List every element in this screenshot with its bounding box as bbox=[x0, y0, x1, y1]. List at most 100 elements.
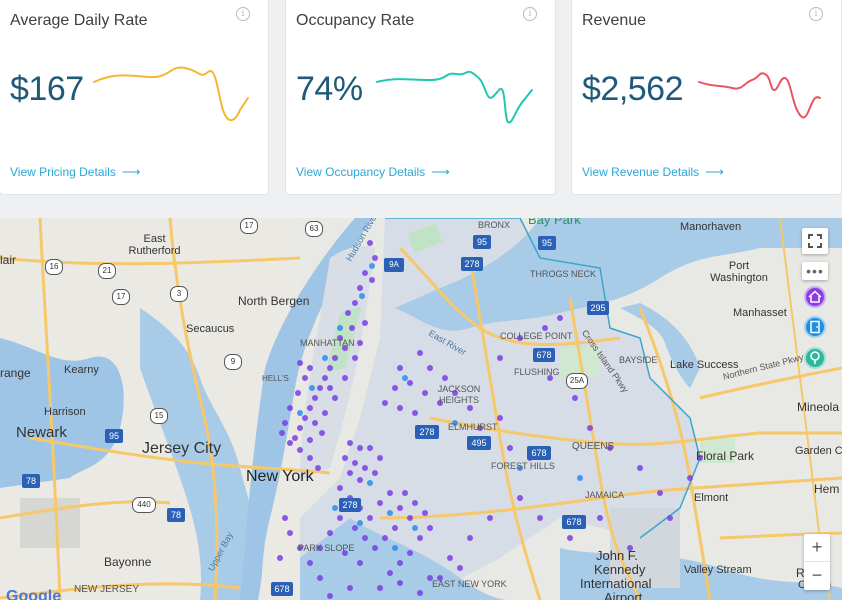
map-label: FOREST HILLS bbox=[491, 461, 555, 471]
listing-dots bbox=[277, 240, 703, 599]
map-label: Jersey City bbox=[142, 440, 222, 457]
highway-shield: 678 bbox=[533, 348, 555, 362]
highway-shield: 295 bbox=[587, 301, 609, 315]
map-label: range bbox=[0, 366, 31, 380]
highway-shield: 15 bbox=[150, 408, 168, 424]
highway-shield: 78 bbox=[167, 508, 185, 522]
map-label: North Bergen bbox=[238, 294, 310, 308]
highway-shield: 63 bbox=[305, 221, 323, 237]
map-label: EAST NEW YORK bbox=[432, 579, 507, 589]
view-occupancy-details-link[interactable]: View Occupancy Details ⟶ bbox=[296, 164, 450, 179]
zoom-controls: + − bbox=[804, 534, 830, 590]
tree-icon bbox=[810, 351, 820, 364]
map-label: Bay Park bbox=[528, 218, 581, 227]
map-label: QUEENS bbox=[572, 441, 615, 452]
tree-layer-button[interactable] bbox=[804, 347, 826, 369]
highway-shield: 278 bbox=[415, 425, 439, 439]
card-title: Average Daily Rate bbox=[10, 12, 148, 29]
highway-shield: 17 bbox=[240, 218, 258, 234]
map-label: MANHATTAN bbox=[300, 338, 355, 348]
highway-shield: 21 bbox=[98, 263, 116, 279]
map-label: JACKSON HEIGHTS bbox=[437, 384, 481, 405]
map-label: HELL'S bbox=[262, 374, 289, 383]
highway-shield: 95 bbox=[473, 235, 491, 249]
map-label: Floral Park bbox=[696, 449, 755, 463]
map-label: Airport bbox=[604, 590, 643, 600]
highway-shield: 678 bbox=[271, 582, 293, 596]
fullscreen-button[interactable] bbox=[802, 228, 828, 254]
highway-shield: 16 bbox=[45, 259, 63, 275]
highway-shield: 278 bbox=[339, 498, 361, 512]
highway-shield: 17 bbox=[112, 289, 130, 305]
map-label: BRONX bbox=[478, 220, 511, 230]
map-label: John F. bbox=[596, 548, 638, 563]
highway-shield: 278 bbox=[461, 257, 483, 271]
map-label: FLUSHING bbox=[514, 367, 560, 377]
highway-shield: 678 bbox=[562, 515, 586, 529]
more-dots-icon: ••• bbox=[806, 263, 824, 279]
door-layer-button[interactable] bbox=[804, 316, 826, 338]
map-label: NEW JERSEY bbox=[74, 584, 140, 595]
map-label: Bayonne bbox=[104, 555, 152, 569]
highway-shield: 9 bbox=[224, 354, 242, 370]
map-label: Kennedy bbox=[594, 562, 646, 577]
map-label: Manhasset bbox=[733, 307, 787, 319]
map-label: East Rutherford bbox=[128, 233, 181, 257]
map-label: Valley Stream bbox=[684, 564, 752, 576]
highway-shield: 9A bbox=[384, 258, 404, 272]
map-label: BAYSIDE bbox=[619, 355, 658, 365]
map-label: International bbox=[580, 576, 652, 591]
card-value: 74% bbox=[296, 70, 363, 108]
map-label: THROGS NECK bbox=[530, 269, 597, 279]
map-label: COLLEGE POINT bbox=[500, 331, 573, 341]
map-label: Newark bbox=[16, 424, 67, 441]
card-occupancy-rate: Occupancy Rate i 74% View Occupancy Deta… bbox=[285, 0, 556, 195]
highway-shield: 678 bbox=[527, 446, 551, 460]
info-icon[interactable]: i bbox=[809, 7, 823, 21]
card-average-daily-rate: Average Daily Rate i $167 View Pricing D… bbox=[0, 0, 269, 195]
highway-shield: 95 bbox=[538, 236, 556, 250]
map-label: Port Washington bbox=[710, 260, 768, 284]
map-label: Mineola bbox=[797, 400, 840, 414]
map-label: PARK SLOPE bbox=[298, 543, 355, 553]
highway-shield: 495 bbox=[467, 436, 491, 450]
card-value: $2,562 bbox=[582, 70, 684, 108]
sparkline-chart bbox=[93, 66, 249, 122]
view-pricing-details-link[interactable]: View Pricing Details ⟶ bbox=[10, 164, 141, 179]
map-label: Lake Success bbox=[670, 359, 739, 371]
highway-shield: 95 bbox=[105, 429, 123, 443]
info-icon[interactable]: i bbox=[236, 7, 250, 21]
map-label: ELMHURST bbox=[448, 422, 498, 432]
map-label: JAMAICA bbox=[585, 490, 625, 500]
fullscreen-icon bbox=[808, 234, 822, 248]
zoom-in-button[interactable]: + bbox=[804, 534, 830, 562]
map-label: Manorhaven bbox=[680, 221, 742, 233]
map-label: New York bbox=[246, 468, 314, 485]
sparkline-chart bbox=[376, 70, 533, 124]
map-label: Secaucus bbox=[186, 323, 235, 335]
card-title: Occupancy Rate bbox=[296, 12, 415, 29]
home-icon bbox=[808, 290, 822, 303]
highway-shield: 3 bbox=[170, 286, 188, 302]
map-label: Garden C bbox=[795, 445, 842, 457]
map-view[interactable]: lair East Rutherford North Bergen Secauc… bbox=[0, 218, 842, 600]
zoom-out-button[interactable]: − bbox=[811, 565, 823, 585]
door-icon bbox=[810, 320, 820, 334]
highway-shield: 25A bbox=[566, 373, 588, 389]
map-base bbox=[0, 218, 842, 600]
map-label: Kearny bbox=[64, 364, 99, 376]
info-icon[interactable]: i bbox=[523, 7, 537, 21]
home-layer-button[interactable] bbox=[804, 286, 826, 308]
map-label: Hem bbox=[814, 482, 840, 496]
map-label: Harrison bbox=[44, 406, 86, 418]
more-options-button[interactable]: ••• bbox=[802, 262, 828, 280]
highway-shield: 440 bbox=[132, 497, 156, 513]
map-label: R bbox=[796, 566, 805, 580]
card-title: Revenue bbox=[582, 12, 647, 29]
card-value: $167 bbox=[10, 70, 84, 108]
view-revenue-details-link[interactable]: View Revenue Details ⟶ bbox=[582, 164, 724, 179]
map-label: Elmont bbox=[694, 492, 729, 504]
map-label: lair bbox=[0, 253, 17, 267]
google-logo: Google bbox=[6, 588, 62, 600]
highway-shield: 78 bbox=[22, 474, 40, 488]
